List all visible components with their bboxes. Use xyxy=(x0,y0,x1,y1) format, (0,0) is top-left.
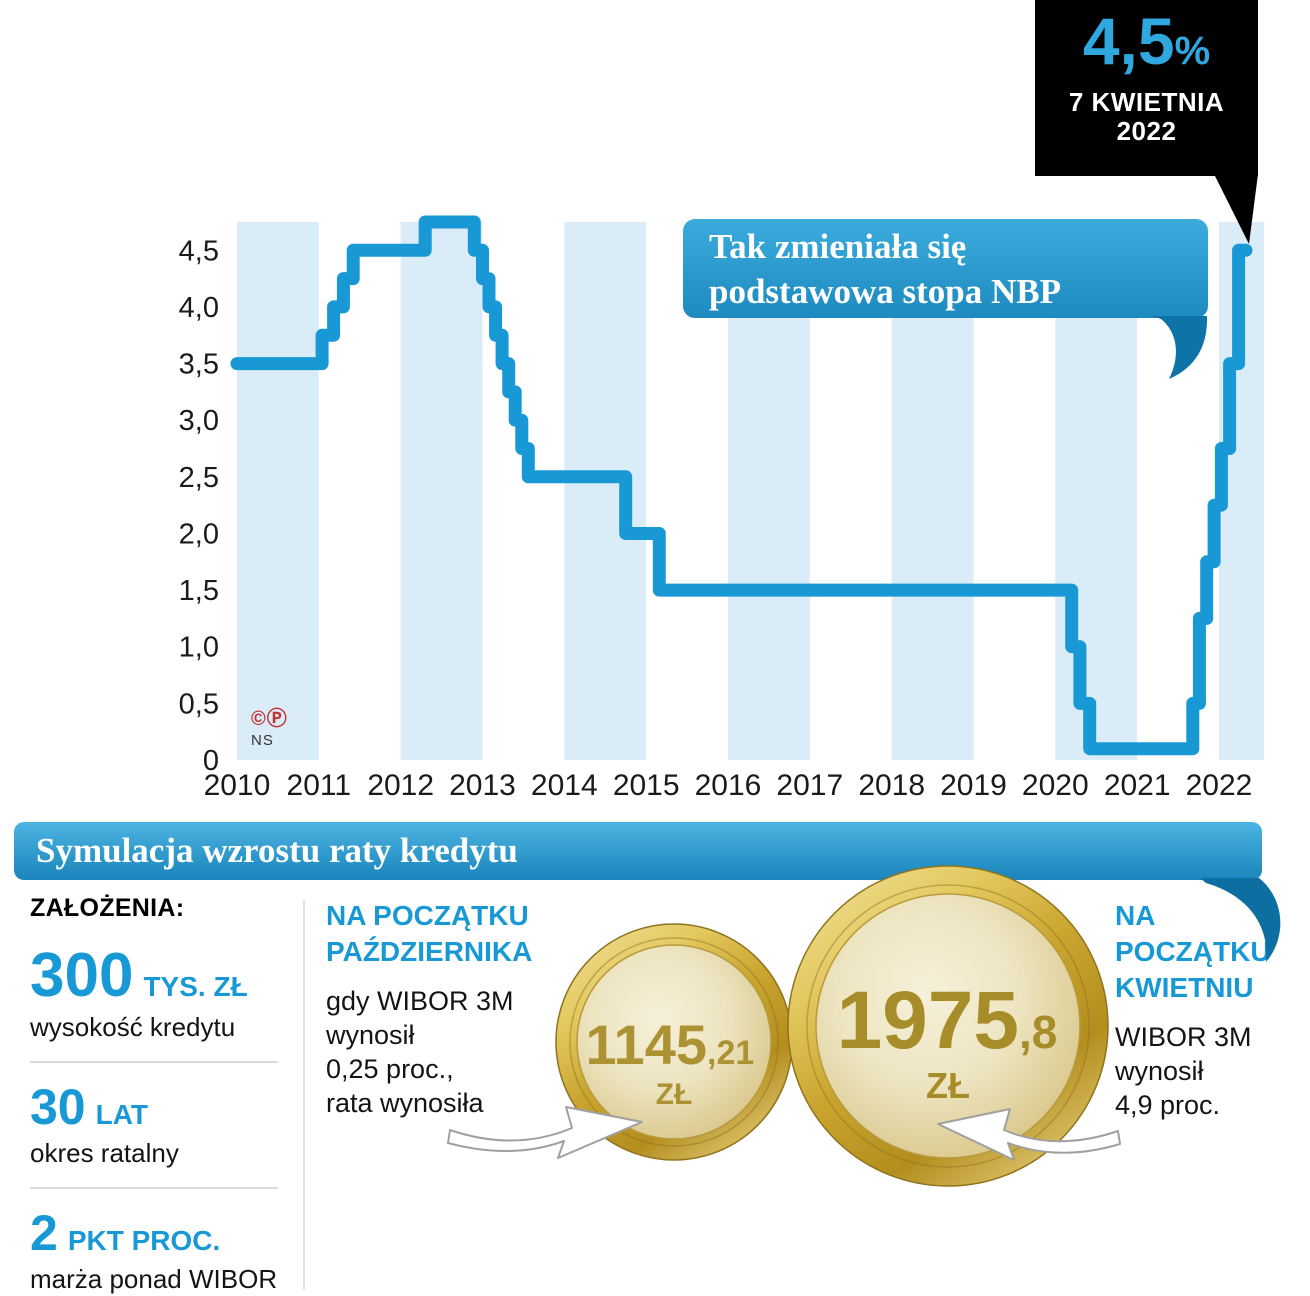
chart-title-line1: Tak zmieniała się xyxy=(709,227,967,266)
loan-term-value: 30 xyxy=(30,1079,86,1135)
october-body: gdy WIBOR 3M wynosił 0,25 proc., rata wy… xyxy=(326,984,564,1120)
year-stripe xyxy=(237,222,319,760)
october-body-line: gdy WIBOR 3M xyxy=(326,986,514,1016)
copyright-icon: © xyxy=(251,708,267,730)
y-axis-tick-label: 4,5 xyxy=(179,235,219,267)
watermark: ©Ⓟ NS xyxy=(251,708,288,752)
year-stripe xyxy=(564,222,647,760)
x-axis-tick-label: 2014 xyxy=(531,769,598,802)
y-axis-tick-label: 1,0 xyxy=(179,632,219,664)
margin-value: 2 xyxy=(30,1205,58,1261)
assumptions-heading: ZAŁOŻENIA: xyxy=(30,894,185,922)
chart-title: Tak zmieniała się podstawowa stopa NBP xyxy=(683,219,1208,314)
october-body-line: 0,25 proc., xyxy=(326,1054,454,1084)
x-axis-tick-label: 2019 xyxy=(940,769,1007,802)
divider xyxy=(30,1187,278,1189)
x-axis-tick-label: 2016 xyxy=(695,769,762,802)
x-axis-tick-label: 2011 xyxy=(287,769,352,802)
assumption-loan-amount: 300 TYS. ZŁ wysokość kredytu xyxy=(30,945,288,1043)
april-heading-line1: NA xyxy=(1115,900,1156,931)
april-body: WIBOR 3M wynosił 4,9 proc. xyxy=(1115,1020,1305,1122)
y-axis-tick-label: 2,0 xyxy=(179,519,219,551)
x-axis-tick-label: 2013 xyxy=(449,769,516,802)
divider xyxy=(30,1061,278,1063)
april-heading: NA POCZĄTKU KWIETNIU xyxy=(1115,898,1305,1006)
loan-amount-unit: TYS. ZŁ xyxy=(143,971,248,1002)
rate-callout: 4,5% 7 KWIETNIA 2022 xyxy=(1035,0,1258,176)
october-heading: NA POCZĄTKU PAŹDZIERNIKA xyxy=(326,898,564,970)
october-heading-line1: NA POCZĄTKU xyxy=(326,900,529,931)
loan-term-desc: okres ratalny xyxy=(30,1138,179,1168)
x-axis-tick-label: 2017 xyxy=(776,769,843,802)
x-axis-tick-label: 2022 xyxy=(1186,769,1253,802)
simulation-header-ribbon: Symulacja wzrostu raty kredytu xyxy=(14,822,1262,880)
assumption-loan-term: 30 LAT okres ratalny xyxy=(30,1081,288,1169)
y-axis-tick-label: 2,5 xyxy=(179,462,219,494)
april-panel: NA POCZĄTKU KWIETNIU WIBOR 3M wynosił 4,… xyxy=(1115,898,1305,1122)
x-axis-tick-label: 2021 xyxy=(1104,769,1171,802)
october-heading-line2: PAŹDZIERNIKA xyxy=(326,936,533,967)
april-body-line: 4,9 proc. xyxy=(1115,1090,1221,1120)
rate-step-line xyxy=(230,215,1253,756)
watermark-ns: NS xyxy=(251,732,274,749)
april-body-line: WIBOR 3M xyxy=(1115,1022,1252,1052)
y-axis-tick-label: 3,0 xyxy=(179,405,219,437)
copyright-icons: ©Ⓟ xyxy=(251,708,288,730)
october-body-line: rata wynosiła xyxy=(326,1088,484,1118)
loan-amount-value: 300 xyxy=(30,941,134,1010)
april-heading-line2: POCZĄTKU xyxy=(1115,936,1271,967)
simulation-title: Symulacja wzrostu raty kredytu xyxy=(36,831,518,870)
callout-rate-value: 4,5 xyxy=(1082,4,1175,78)
margin-unit: PKT PROC. xyxy=(67,1225,221,1256)
callout-percent-sign: % xyxy=(1174,29,1211,73)
y-axis-tick-label: 1,5 xyxy=(179,575,219,607)
x-axis-tick-label: 2020 xyxy=(1022,769,1089,802)
y-axis-tick-label: 0 xyxy=(203,745,219,777)
loan-term-unit: LAT xyxy=(95,1099,148,1130)
callout-date-line1: 7 KWIETNIA xyxy=(1068,87,1225,117)
assumptions-panel: ZAŁOŻENIA: 300 TYS. ZŁ wysokość kredytu … xyxy=(30,894,288,1295)
april-heading-line3: KWIETNIU xyxy=(1115,972,1254,1003)
x-axis-tick-label: 2015 xyxy=(613,769,680,802)
x-axis-tick-label: 2018 xyxy=(858,769,925,802)
october-panel: NA POCZĄTKU PAŹDZIERNIKA gdy WIBOR 3M wy… xyxy=(326,898,564,1120)
vertical-divider xyxy=(303,900,305,1290)
chart-title-line2: podstawowa stopa NBP xyxy=(709,272,1061,311)
y-axis-tick-label: 4,0 xyxy=(179,292,219,324)
x-axis-tick-label: 2010 xyxy=(204,769,271,802)
callout-date-line2: 2022 xyxy=(1116,116,1177,146)
p-circle-icon: Ⓟ xyxy=(266,708,288,730)
margin-desc: marża ponad WIBOR xyxy=(30,1264,278,1294)
y-axis-tick-label: 0,5 xyxy=(179,688,219,720)
april-body-line: wynosił xyxy=(1115,1056,1204,1086)
loan-amount-desc: wysokość kredytu xyxy=(30,1012,236,1042)
october-body-line: wynosił xyxy=(326,1020,415,1050)
year-stripe xyxy=(400,222,483,760)
assumption-margin: 2 PKT PROC. marża ponad WIBOR xyxy=(30,1207,288,1295)
callout-rate: 4,5% xyxy=(1035,4,1258,88)
chart-title-ribbon: Tak zmieniała się podstawowa stopa NBP xyxy=(683,219,1208,318)
y-axis-tick-label: 3,5 xyxy=(179,349,219,381)
x-axis-tick-label: 2012 xyxy=(367,769,434,802)
